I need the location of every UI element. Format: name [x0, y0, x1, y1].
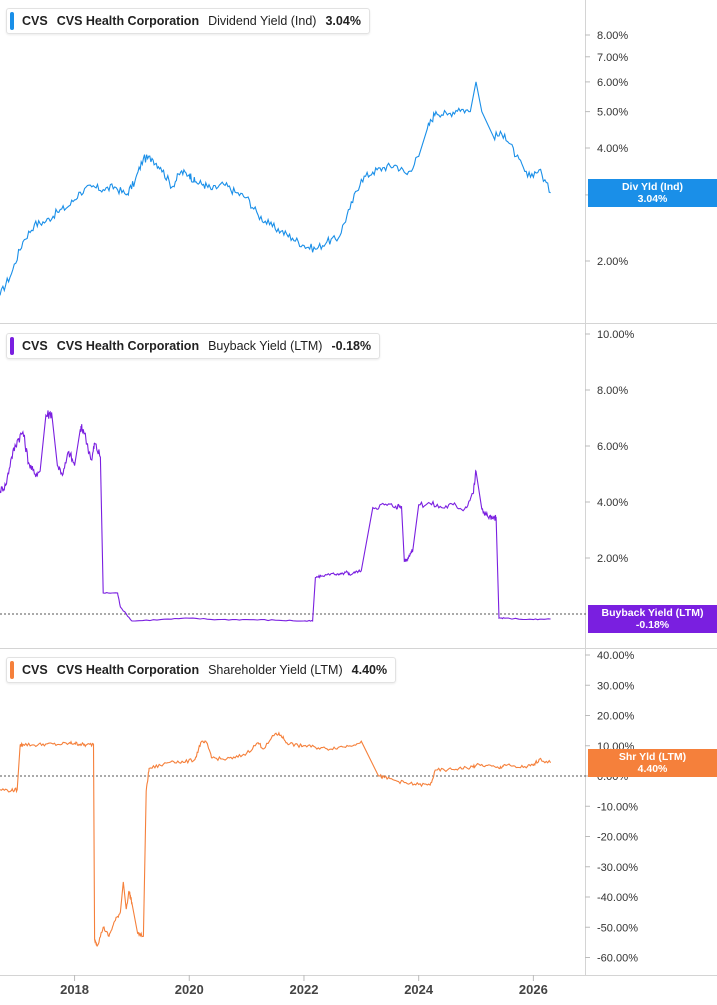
x-tick-label: 2022 [290, 982, 319, 997]
legend-metric: Buyback Yield (LTM) [208, 339, 323, 353]
x-tick-label: 2024 [404, 982, 434, 997]
series-line [0, 81, 551, 296]
panel-2: 2.00% 4.00% 6.00% 8.00% 10.00% [0, 329, 717, 622]
legend-ticker: CVS [22, 14, 48, 28]
series-line [0, 410, 551, 622]
legend-box[interactable]: CVS CVS Health Corporation Dividend Yield … [6, 8, 370, 34]
last-value-tag: Buyback Yield (LTM) -0.18% [588, 605, 717, 634]
y-tick-label: 8.00% [597, 30, 628, 42]
legend-ticker: CVS [22, 339, 48, 353]
y-tick-label: 2.00% [597, 553, 628, 565]
y-tick-label: -10.00% [597, 801, 638, 813]
y-tick-label: -40.00% [597, 892, 638, 904]
tag-value: 4.40% [637, 762, 668, 775]
legend-company: CVS Health Corporation [56, 339, 200, 353]
tag-label: Div Yld (Ind) [621, 180, 684, 193]
legend-color-swatch [10, 337, 14, 355]
tag-value: -0.18% [635, 619, 670, 632]
panel-1: 2.00%3.00%4.00%5.00%6.00%7.00%8.00% [0, 30, 628, 296]
series-line [0, 731, 552, 947]
x-tick-label: 2020 [175, 982, 204, 997]
y-tick-label: 6.00% [597, 441, 628, 453]
y-tick-label: -60.00% [597, 953, 638, 965]
legend-value: 4.40% [351, 663, 388, 677]
panel-3: 40.00%30.00%20.00%10.00%0.00%-10.00%-20.… [0, 650, 717, 965]
legend-color-swatch [10, 661, 14, 679]
legend-ticker: CVS [22, 663, 48, 677]
x-tick-label: 2018 [60, 982, 89, 997]
tag-value: 3.04% [637, 192, 668, 205]
y-tick-label: 8.00% [597, 385, 628, 397]
y-tick-label: 40.00% [597, 650, 635, 662]
y-tick-label: 4.00% [597, 143, 628, 155]
tag-label: Buyback Yield (LTM) [601, 607, 704, 620]
legend-box[interactable]: CVS CVS Health Corporation Shareholder Yie… [6, 657, 397, 683]
y-tick-label: -30.00% [597, 862, 638, 874]
y-tick-label: 20.00% [597, 711, 635, 723]
y-tick-label: 10.00% [597, 329, 635, 341]
legend-box[interactable]: CVS CVS Health Corporation Buyback Yield (… [6, 333, 381, 359]
legend-value: 3.04% [325, 14, 361, 28]
legend-company: CVS Health Corporation [56, 663, 200, 677]
y-tick-label: 4.00% [597, 497, 628, 509]
tag-label: Shr Yld (LTM) [618, 750, 687, 763]
y-tick-label: -20.00% [597, 832, 638, 844]
x-tick-label: 2026 [519, 982, 548, 997]
legend-value: -0.18% [331, 339, 372, 353]
legend-company: CVS Health Corporation [56, 14, 200, 28]
legend-metric: Dividend Yield (Ind) [208, 14, 317, 28]
y-tick-label: -50.00% [597, 922, 638, 934]
last-value-tag: Div Yld (Ind) 3.04% [588, 178, 717, 207]
y-tick-label: 7.00% [597, 52, 628, 64]
legend-metric: Shareholder Yield (LTM) [208, 663, 343, 677]
y-tick-label: 30.00% [597, 680, 635, 692]
y-tick-label: 6.00% [597, 77, 628, 89]
last-value-tag: Shr Yld (LTM) 4.40% [588, 748, 717, 777]
legend-color-swatch [10, 12, 14, 30]
y-tick-label: 5.00% [597, 107, 628, 119]
y-tick-label: 2.00% [597, 256, 628, 268]
